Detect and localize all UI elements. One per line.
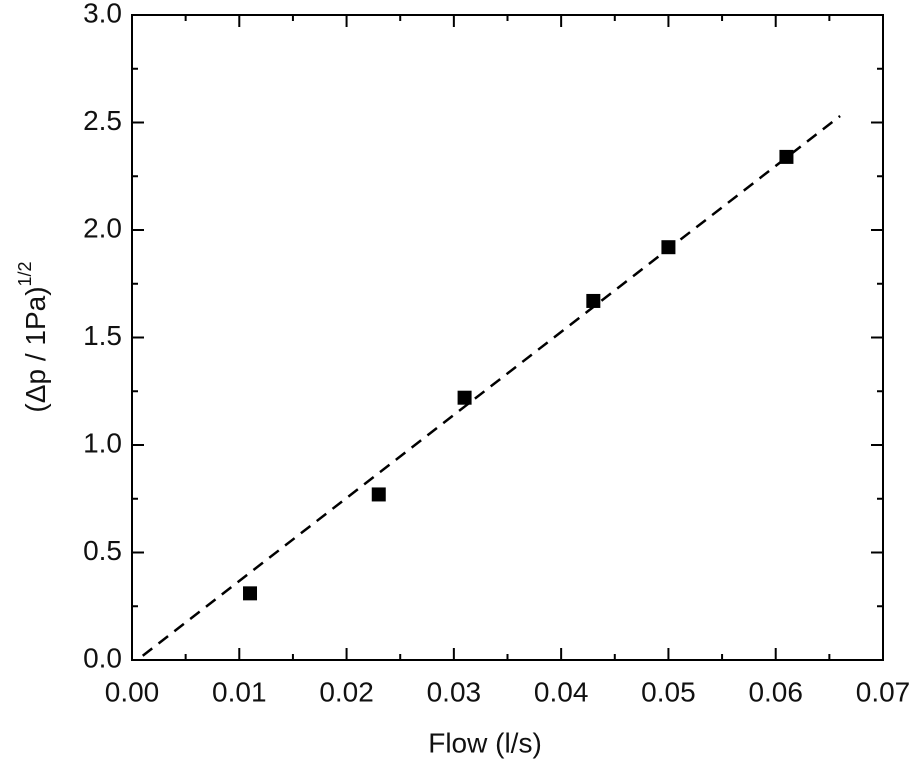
y-tick-label: 2.0 — [83, 212, 122, 243]
y-axis-label: (Δp / 1Pa)1/2 — [15, 261, 52, 412]
data-point — [661, 240, 676, 255]
data-point — [371, 487, 386, 502]
x-tick-label: 0.07 — [856, 676, 911, 707]
x-tick-label: 0.02 — [319, 676, 374, 707]
y-axis-label-superscript: 1/2 — [15, 261, 35, 286]
data-point — [586, 293, 601, 308]
data-point — [243, 586, 258, 601]
x-tick-label: 0.03 — [427, 676, 482, 707]
plot-frame — [131, 14, 884, 661]
x-tick-label: 0.00 — [105, 676, 160, 707]
y-tick-label: 1.5 — [83, 320, 122, 351]
x-axis-label: Flow (l/s) — [428, 727, 542, 758]
y-tick-label: 1.0 — [83, 427, 122, 458]
fit-line — [141, 115, 841, 657]
y-tick-label: 2.5 — [83, 105, 122, 136]
y-axis-label-main: (Δp / 1Pa) — [20, 286, 51, 412]
y-tick-label: 3.0 — [83, 0, 122, 28]
x-tick-label: 0.01 — [212, 676, 267, 707]
x-tick-label: 0.06 — [748, 676, 803, 707]
y-tick-label: 0.0 — [83, 642, 122, 673]
data-point — [457, 390, 472, 405]
x-tick-label: 0.05 — [641, 676, 696, 707]
data-point — [779, 149, 794, 164]
x-tick-label: 0.04 — [534, 676, 589, 707]
y-tick-label: 0.5 — [83, 535, 122, 566]
